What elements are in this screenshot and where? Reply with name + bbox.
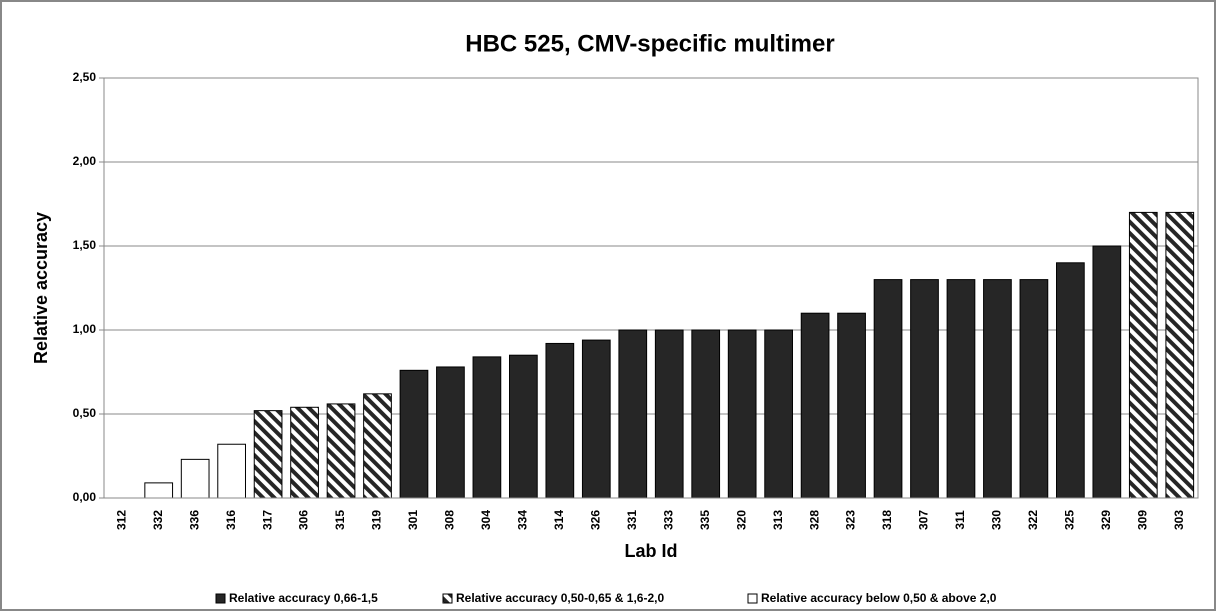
- legend-swatch: [442, 593, 453, 604]
- bar: [983, 279, 1012, 499]
- bar: [472, 356, 502, 499]
- y-axis-label: Relative accuracy: [31, 212, 51, 364]
- x-tick-label: 316: [224, 510, 238, 530]
- y-tick-label: 1,00: [73, 322, 97, 336]
- x-tick-label: 334: [516, 510, 530, 530]
- x-tick-label: 308: [443, 510, 457, 530]
- bar: [1165, 211, 1195, 499]
- bar: [618, 329, 648, 499]
- x-tick-label: 317: [260, 510, 274, 530]
- bar: [727, 329, 757, 499]
- x-tick-label: 304: [479, 510, 493, 530]
- bar: [180, 458, 210, 499]
- bar: [363, 393, 392, 499]
- legend-label: Relative accuracy 0,50-0,65 & 1,6-2,0: [456, 591, 664, 605]
- x-tick-label: 325: [1063, 510, 1077, 530]
- bar: [837, 312, 866, 499]
- x-tick-label: 335: [698, 510, 712, 530]
- bar: [144, 482, 174, 499]
- legend-label: Relative accuracy below 0,50 & above 2,0: [761, 591, 997, 605]
- bar: [545, 342, 575, 499]
- y-tick-label: 2,50: [73, 70, 97, 84]
- legend-label: Relative accuracy 0,66-1,5: [229, 591, 378, 605]
- bar: [436, 366, 465, 499]
- bar: [1092, 245, 1122, 499]
- x-tick-label: 306: [297, 510, 311, 530]
- bar: [253, 410, 283, 499]
- x-tick-label: 336: [187, 510, 201, 530]
- x-tick-label: 312: [114, 510, 128, 530]
- x-tick-label: 313: [771, 510, 785, 530]
- bar: [1128, 211, 1158, 499]
- x-tick-label: 322: [1026, 510, 1040, 530]
- x-tick-label: 319: [370, 510, 384, 530]
- bar: [1056, 262, 1085, 499]
- bar: [581, 339, 611, 499]
- x-tick-label: 330: [990, 510, 1004, 530]
- bar: [217, 443, 246, 499]
- bar: [764, 329, 793, 499]
- x-tick-label: 326: [588, 510, 602, 530]
- bar: [509, 354, 538, 499]
- bar: [691, 329, 721, 499]
- x-tick-label: 328: [807, 510, 821, 530]
- x-tick-label: 301: [406, 510, 420, 530]
- x-tick-label: 331: [625, 510, 639, 530]
- y-tick-label: 1,50: [73, 238, 97, 252]
- bar: [800, 312, 830, 499]
- x-tick-label: 309: [1135, 510, 1149, 530]
- legend-swatch: [215, 593, 226, 604]
- bar: [1019, 279, 1049, 499]
- x-tick-label: 329: [1099, 510, 1113, 530]
- bar: [654, 329, 684, 499]
- bar: [326, 403, 356, 499]
- y-tick-label: 0,50: [73, 406, 97, 420]
- bar: [873, 279, 903, 499]
- x-tick-label: 320: [734, 510, 748, 530]
- legend-swatch: [747, 593, 758, 604]
- bar: [399, 369, 429, 499]
- bar: [290, 406, 319, 499]
- x-tick-label: 332: [151, 510, 165, 530]
- x-tick-label: 315: [333, 510, 347, 530]
- x-tick-label: 318: [880, 510, 894, 530]
- bar: [910, 279, 939, 499]
- x-tick-label: 314: [552, 510, 566, 530]
- x-tick-label: 323: [844, 510, 858, 530]
- chart-title: HBC 525, CMV-specific multimer: [465, 30, 834, 57]
- y-tick-label: 0,00: [73, 490, 97, 504]
- x-tick-label: 303: [1172, 510, 1186, 530]
- x-tick-label: 311: [953, 510, 967, 530]
- bar: [946, 279, 976, 499]
- y-tick-label: 2,00: [73, 154, 97, 168]
- x-axis-label: Lab Id: [625, 541, 678, 561]
- x-tick-label: 333: [661, 510, 675, 530]
- x-tick-label: 307: [917, 510, 931, 530]
